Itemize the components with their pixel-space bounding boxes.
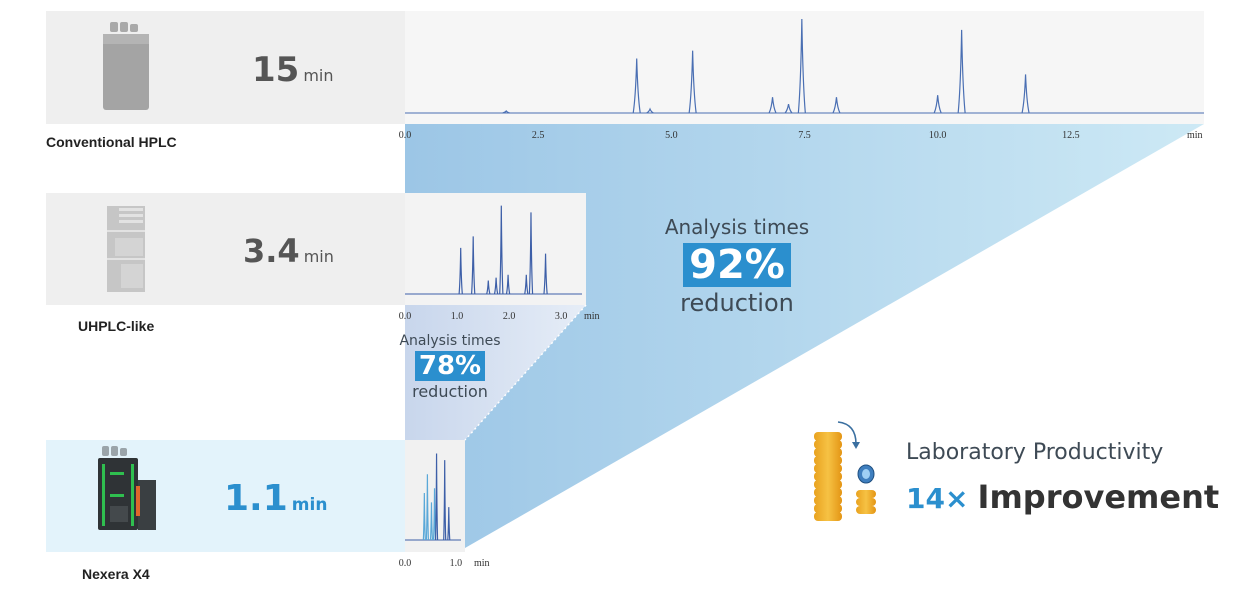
coin — [814, 472, 842, 481]
productivity-improvement: Improvement — [977, 478, 1220, 516]
x-tick-label: 7.5 — [798, 130, 811, 141]
hplc-chromatogram: 0.0 2.5 5.0 7.5 10.0 12.5 min — [399, 18, 1204, 141]
large-reduction-label: Analysis times 92% reduction — [652, 215, 822, 317]
small-reduction-wedge — [405, 305, 586, 440]
chromatogram-peak — [502, 110, 510, 114]
coin — [814, 464, 842, 473]
chromatogram-peak — [447, 507, 451, 541]
chromatogram-peak — [505, 274, 511, 295]
coin — [814, 432, 842, 441]
chromatogram-peak — [422, 492, 426, 541]
coin — [814, 448, 842, 457]
large-reduction-percent: 92% — [683, 243, 791, 287]
chromatogram-peak — [486, 280, 491, 295]
x-tick-label: 2.5 — [532, 130, 545, 141]
chromatogram-peak — [768, 97, 777, 114]
x-tick-label: 2.0 — [503, 311, 516, 322]
chromatogram-peak — [797, 18, 806, 114]
x-unit-label: min — [474, 558, 490, 569]
large-reduction-line2: reduction — [680, 289, 794, 317]
x-tick-label: 3.0 — [555, 311, 568, 322]
chromatogram-peak — [688, 50, 697, 114]
x-unit-label: min — [1187, 130, 1203, 141]
hplc-label: Conventional HPLC — [46, 134, 177, 150]
coin — [814, 456, 842, 465]
coin — [814, 512, 842, 521]
x-tick-label: 5.0 — [665, 130, 678, 141]
nexera-label: Nexera X4 — [82, 566, 150, 582]
uhplc-time: 3.4 min — [243, 232, 334, 270]
uhplc-row-panel — [46, 193, 405, 305]
chromatogram-peak — [458, 247, 463, 295]
large-reduction-line1: Analysis times — [664, 215, 810, 239]
chromatogram-peak — [429, 502, 434, 541]
x-tick-label: 10.0 — [929, 130, 947, 141]
small-reduction-label: Analysis times 78% reduction — [390, 333, 510, 401]
productivity-line2: 14× Improvement — [906, 478, 1219, 516]
nexera-chromatogram: 0.0 1.0 min — [399, 453, 490, 569]
chromatogram-peak — [543, 253, 548, 295]
coin — [814, 440, 842, 449]
hplc-instrument-icon — [103, 22, 149, 110]
hplc-time: 15 min — [252, 50, 334, 90]
chromatogram-peak — [832, 97, 841, 114]
chromatogram-peak — [528, 212, 534, 295]
chromatogram-peak — [646, 107, 654, 114]
chromatogram-peak — [443, 460, 447, 541]
uhplc-instrument-icon — [107, 206, 145, 292]
uhplc-label: UHPLC-like — [78, 318, 155, 334]
chromatogram-peak — [632, 58, 641, 114]
productivity-line1: Laboratory Productivity — [906, 440, 1164, 465]
chromatogram-peak — [432, 488, 437, 541]
chromatogram-peak — [425, 474, 429, 541]
uhplc-chromatogram: 0.0 1.0 2.0 3.0 min — [399, 205, 600, 322]
chromatogram-peak — [957, 29, 966, 114]
nexera-time: 1.1 min — [224, 478, 328, 519]
small-wedge-dotted-edge — [464, 304, 587, 441]
small-reduction-line2: reduction — [412, 382, 488, 401]
nexera-instrument-icon — [98, 446, 156, 530]
x-tick-label: 1.0 — [450, 558, 463, 569]
chromatogram-peak — [470, 236, 476, 295]
x-tick-label: 1.0 — [451, 311, 464, 322]
chromatogram-peak — [1021, 74, 1030, 114]
chromatogram-peak — [784, 103, 793, 114]
x-tick-label: 0.0 — [399, 311, 412, 322]
productivity-factor: 14× — [906, 482, 969, 515]
small-reduction-percent: 78% — [414, 351, 486, 381]
coin — [814, 488, 842, 497]
coin — [814, 504, 842, 513]
chromatogram-peak — [524, 274, 529, 295]
chromatogram-peak — [933, 95, 942, 114]
chromatogram-peak — [493, 277, 499, 295]
x-tick-label: 0.0 — [399, 558, 412, 569]
large-reduction-wedge — [405, 124, 1204, 548]
coins-icon — [814, 421, 876, 521]
chromatogram-peak — [499, 205, 504, 295]
x-unit-label: min — [584, 311, 600, 322]
x-tick-label: 0.0 — [399, 130, 412, 141]
small-reduction-line1: Analysis times — [399, 333, 501, 349]
x-tick-label: 12.5 — [1062, 130, 1080, 141]
chromatogram-peak — [434, 453, 439, 541]
coin — [814, 480, 842, 489]
coin — [814, 496, 842, 505]
